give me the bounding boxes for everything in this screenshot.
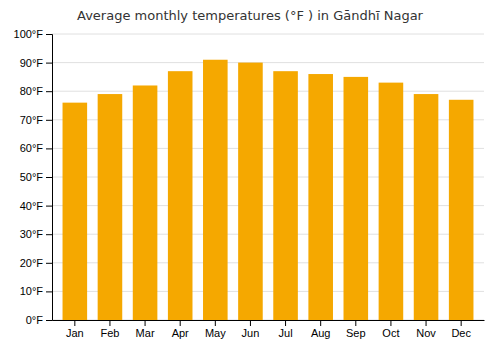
chart: Average monthly temperatures (°F ) in Gā… — [0, 0, 500, 350]
y-tick-mark — [46, 234, 52, 235]
x-tick-label: Jul — [279, 327, 293, 339]
x-tick-label: Mar — [136, 327, 155, 339]
y-tick: 90°F — [20, 57, 52, 69]
x-tick-mark — [320, 320, 321, 326]
y-tick: 10°F — [20, 285, 52, 297]
y-tick-mark — [46, 320, 52, 321]
x-tick-label: Oct — [382, 327, 399, 339]
y-tick: 80°F — [20, 85, 52, 97]
y-tick: 60°F — [20, 142, 52, 154]
bar — [133, 85, 158, 320]
y-tick-label: 0°F — [26, 314, 44, 326]
x-tick-mark — [145, 320, 146, 326]
bar — [98, 94, 123, 320]
x-axis: Jan Feb Mar Apr May Jun Jul Aug Sep Oct Nov Dec — [53, 320, 485, 339]
y-tick-mark — [46, 263, 52, 264]
x-tick-mark — [250, 320, 251, 326]
x-tick-mark — [426, 320, 427, 326]
x-tick-label: May — [205, 327, 226, 339]
y-tick: 40°F — [20, 200, 52, 212]
x-tick: Jan — [66, 320, 84, 339]
y-tick: 20°F — [20, 257, 52, 269]
y-tick-label: 80°F — [20, 85, 44, 97]
bar — [203, 60, 228, 320]
bar — [273, 71, 298, 320]
x-tick-label: Aug — [311, 327, 331, 339]
x-tick-label: Dec — [451, 327, 471, 339]
x-tick-label: Jan — [66, 327, 84, 339]
bar — [308, 74, 333, 320]
y-tick-label: 100°F — [14, 28, 44, 40]
y-tick-label: 20°F — [20, 257, 44, 269]
y-tick-mark — [46, 177, 52, 178]
y-tick-mark — [46, 206, 52, 207]
bar — [414, 94, 439, 320]
y-tick: 50°F — [20, 171, 52, 183]
y-tick: 100°F — [14, 28, 52, 40]
y-tick: 70°F — [20, 114, 52, 126]
x-tick: May — [205, 320, 226, 339]
bar — [449, 100, 474, 320]
y-tick-mark — [46, 148, 52, 149]
y-tick-label: 10°F — [20, 285, 44, 297]
y-tick-label: 40°F — [20, 200, 44, 212]
bars — [63, 60, 474, 320]
x-tick-mark — [355, 320, 356, 326]
x-tick-label: Feb — [100, 327, 119, 339]
x-tick: Sep — [346, 320, 366, 339]
x-tick-mark — [461, 320, 462, 326]
x-tick: Feb — [100, 320, 119, 339]
bar — [168, 71, 193, 320]
x-tick: Mar — [136, 320, 155, 339]
x-tick: Nov — [416, 320, 436, 339]
x-tick-mark — [390, 320, 391, 326]
y-tick-label: 90°F — [20, 57, 44, 69]
y-tick-mark — [46, 63, 52, 64]
grid — [52, 34, 484, 320]
y-tick: 0°F — [26, 314, 52, 326]
x-tick-label: Jun — [242, 327, 260, 339]
x-axis-line — [53, 320, 485, 321]
y-tick-label: 70°F — [20, 114, 44, 126]
x-tick: Dec — [451, 320, 471, 339]
x-tick-mark — [109, 320, 110, 326]
x-tick-label: Sep — [346, 327, 366, 339]
bar — [238, 63, 263, 320]
x-tick: Apr — [172, 320, 189, 339]
y-tick: 30°F — [20, 228, 52, 240]
title: Average monthly temperatures (°F ) in Gā… — [77, 8, 424, 23]
x-tick: Aug — [311, 320, 331, 339]
x-tick-mark — [180, 320, 181, 326]
y-axis-line — [46, 35, 53, 321]
y-tick-mark — [46, 120, 52, 121]
x-tick: Oct — [382, 320, 399, 339]
plot: Jan Feb Mar Apr May Jun Jul Aug Sep Oct Nov Dec 0°F 1… — [14, 28, 485, 339]
y-tick-mark — [46, 34, 52, 35]
x-tick-label: Apr — [172, 327, 189, 339]
bar — [63, 103, 88, 320]
y-tick-label: 50°F — [20, 171, 44, 183]
y-axis: 0°F 10°F 20°F 30°F 40°F 50°F 60°F 70°F 80°F 90°F 1… — [14, 28, 53, 326]
y-tick-label: 30°F — [20, 228, 44, 240]
bar — [379, 83, 404, 320]
grid-line — [52, 34, 484, 35]
bar — [344, 77, 369, 320]
x-tick-mark — [285, 320, 286, 326]
x-tick: Jun — [242, 320, 260, 339]
grid-line — [52, 91, 484, 92]
grid-line — [52, 62, 484, 63]
x-tick: Jul — [279, 320, 293, 339]
x-tick-label: Nov — [416, 327, 436, 339]
x-tick-mark — [215, 320, 216, 326]
y-tick-mark — [46, 291, 52, 292]
y-tick-label: 60°F — [20, 142, 44, 154]
x-tick-mark — [74, 320, 75, 326]
y-tick-mark — [46, 91, 52, 92]
